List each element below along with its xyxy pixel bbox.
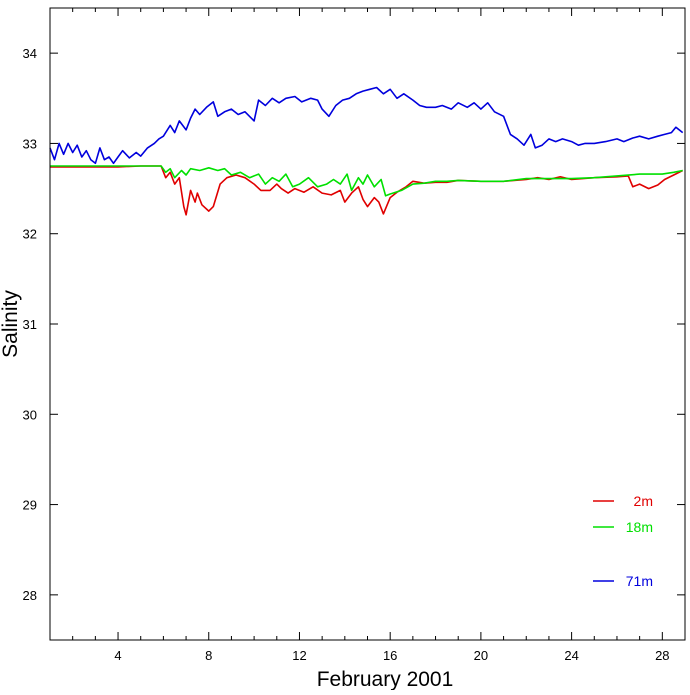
legend-label-71m: 71m (626, 573, 653, 589)
series-line-2m (50, 165, 684, 216)
legend: 2m 18m 71m (593, 493, 653, 589)
tick-labels: 4 8 12 16 20 24 28 28 29 30 31 32 33 34 (23, 46, 670, 663)
x-tick-label: 12 (292, 648, 306, 663)
legend-label-18m: 18m (626, 519, 653, 535)
y-tick-label: 29 (23, 498, 37, 513)
x-tick-label: 16 (383, 648, 397, 663)
y-axis-title: Salinity (0, 290, 22, 358)
y-tick-label: 32 (23, 227, 37, 242)
legend-label-2m: 2m (634, 493, 653, 509)
x-tick-label: 24 (564, 648, 578, 663)
series-line-18m (50, 165, 683, 197)
axis-ticks (49, 8, 686, 640)
y-tick-label: 30 (23, 407, 37, 422)
x-tick-label: 8 (205, 648, 212, 663)
data-series (49, 86, 684, 216)
plot-frame (49, 7, 686, 641)
y-tick-label: 31 (23, 317, 37, 332)
x-tick-label: 4 (114, 648, 121, 663)
y-tick-label: 28 (23, 588, 37, 603)
y-tick-label: 33 (23, 136, 37, 151)
y-tick-label: 34 (23, 46, 37, 61)
series-line-71m (49, 86, 684, 165)
x-axis-title: February 2001 (317, 668, 454, 690)
x-tick-label: 20 (474, 648, 488, 663)
x-tick-label: 28 (655, 648, 669, 663)
